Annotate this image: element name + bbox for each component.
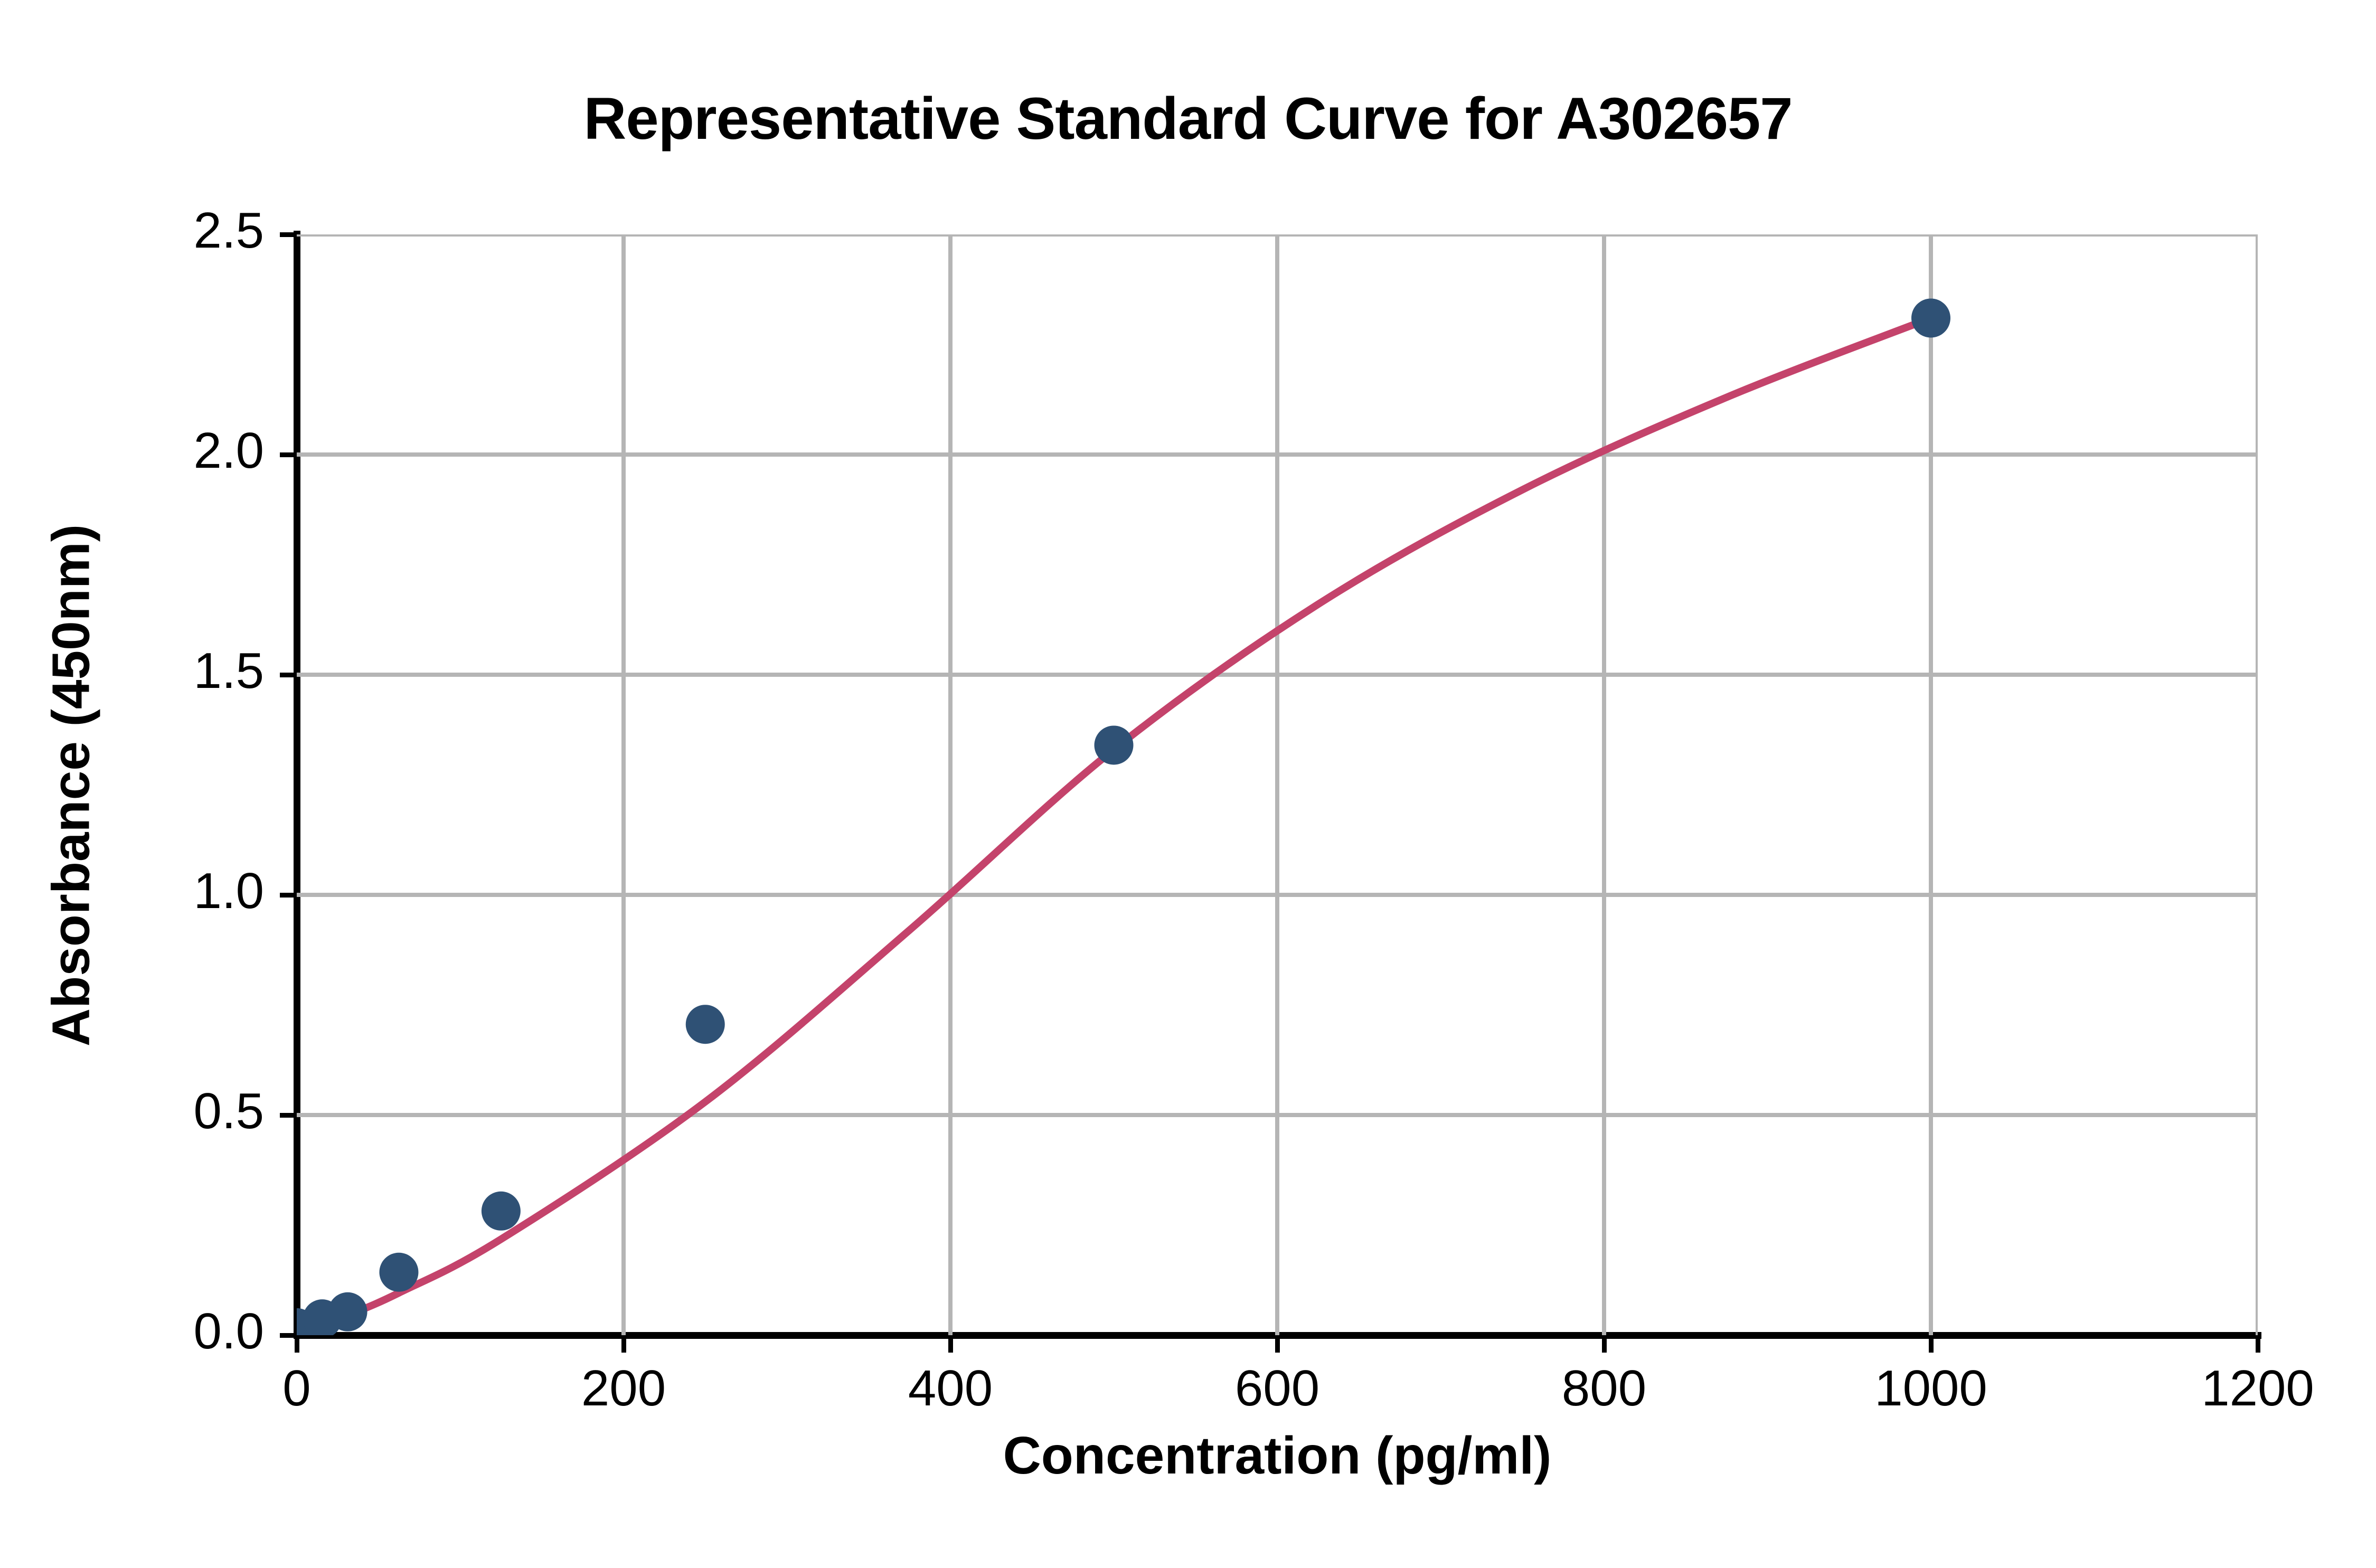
data-point — [328, 1292, 367, 1331]
y-tick-label: 2.0 — [193, 422, 264, 479]
x-tick-mark — [295, 1339, 299, 1353]
x-tick-label: 600 — [1234, 1360, 1320, 1416]
data-points — [297, 298, 1950, 1335]
gridlines — [297, 234, 2258, 1335]
y-tick-label: 0.0 — [193, 1303, 264, 1359]
x-axis-label: Concentration (pg/ml) — [1003, 1426, 1552, 1485]
y-tick-label: 1.0 — [193, 863, 264, 919]
plot-area — [297, 234, 2258, 1335]
x-tick-mark — [1929, 1339, 1934, 1353]
x-tick-mark — [1275, 1339, 1280, 1353]
x-tick-label: 800 — [1561, 1360, 1647, 1416]
fitted-curve — [297, 314, 1935, 1335]
y-tick-mark — [280, 452, 294, 457]
x-tick-mark — [2256, 1339, 2260, 1353]
x-tick-label: 0 — [282, 1360, 311, 1416]
y-axis-label: Absorbance (450nm) — [41, 524, 101, 1047]
x-tick-label: 200 — [581, 1360, 666, 1416]
fit-line — [297, 314, 1935, 1335]
y-tick-label: 0.5 — [193, 1083, 264, 1139]
x-tick-label: 1000 — [1874, 1360, 1987, 1416]
data-point — [1094, 725, 1134, 765]
y-tick-mark — [280, 1333, 294, 1338]
x-tick-label: 1200 — [2201, 1360, 2314, 1416]
data-point — [685, 1005, 725, 1044]
x-tick-mark — [621, 1339, 626, 1353]
y-tick-mark — [280, 1113, 294, 1118]
data-point — [379, 1252, 419, 1292]
y-tick-mark — [280, 232, 294, 237]
x-tick-label: 400 — [908, 1360, 993, 1416]
data-point — [481, 1191, 521, 1231]
data-point — [1911, 298, 1950, 338]
chart-title: Representative Standard Curve for A30265… — [583, 86, 1793, 152]
y-axis-line — [294, 231, 300, 1339]
y-tick-label: 1.5 — [193, 643, 264, 699]
y-tick-mark — [280, 893, 294, 898]
plot-svg — [297, 234, 2258, 1335]
y-tick-mark — [280, 673, 294, 677]
x-axis-line — [294, 1332, 2261, 1339]
x-tick-mark — [1602, 1339, 1607, 1353]
x-tick-mark — [948, 1339, 953, 1353]
y-tick-label: 2.5 — [193, 202, 264, 259]
